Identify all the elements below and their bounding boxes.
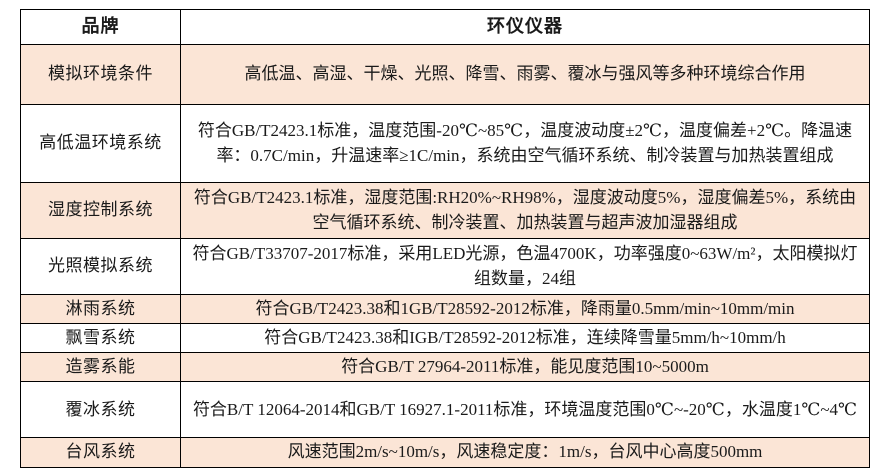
row-label-high-low-temperature-system: 高低温环境系统 [20, 104, 181, 183]
row-value-icing-system: 符合B/T 12064-2014和GB/T 16927.1-2011标准，环境温… [180, 381, 870, 439]
header-cell-company: 环仪仪器 [180, 9, 870, 45]
table-row: 湿度控制系统 符合GB/T2423.1标准，湿度范围:RH20%~RH98%，湿… [20, 182, 870, 239]
header-cell-brand: 品牌 [20, 9, 181, 45]
row-label-icing-system: 覆冰系统 [20, 381, 181, 439]
table-header-row: 品牌 环仪仪器 [20, 9, 870, 45]
table-row: 高低温环境系统 符合GB/T2423.1标准，温度范围-20℃~85℃，温度波动… [20, 104, 870, 183]
row-label-fog-system: 造雾系能 [20, 352, 181, 383]
row-label-simulated-environment-conditions: 模拟环境条件 [20, 44, 181, 105]
row-label-light-simulation-system: 光照模拟系统 [20, 238, 181, 295]
specification-table: 品牌 环仪仪器 模拟环境条件 高低温、高湿、干燥、光照、降雪、雨雾、覆冰与强风等… [20, 9, 870, 468]
table-row: 覆冰系统 符合B/T 12064-2014和GB/T 16927.1-2011标… [20, 381, 870, 439]
row-label-rain-system: 淋雨系统 [20, 293, 181, 325]
table-row: 淋雨系统 符合GB/T2423.38和1GB/T28592-2012标准，降雨量… [20, 293, 870, 325]
row-label-humidity-control-system: 湿度控制系统 [20, 182, 181, 239]
row-value-humidity-control-system: 符合GB/T2423.1标准，湿度范围:RH20%~RH98%，湿度波动度5%，… [180, 182, 870, 239]
row-label-typhoon-system: 台风系统 [20, 437, 181, 468]
table-body: 品牌 环仪仪器 模拟环境条件 高低温、高湿、干燥、光照、降雪、雨雾、覆冰与强风等… [20, 9, 870, 468]
row-value-light-simulation-system: 符合GB/T33707-2017标准，采用LED光源，色温4700K，功率强度0… [180, 238, 870, 295]
table-row: 造雾系能 符合GB/T 27964-2011标准，能见度范围10~5000m [20, 352, 870, 383]
row-value-simulated-environment-conditions: 高低温、高湿、干燥、光照、降雪、雨雾、覆冰与强风等多种环境综合作用 [180, 44, 870, 105]
table-row: 飘雪系统 符合GB/T2423.38和IGB/T28592-2012标准，连续降… [20, 323, 870, 354]
row-value-fog-system: 符合GB/T 27964-2011标准，能见度范围10~5000m [180, 352, 870, 383]
row-value-snow-system: 符合GB/T2423.38和IGB/T28592-2012标准，连续降雪量5mm… [180, 323, 870, 354]
row-value-rain-system: 符合GB/T2423.38和1GB/T28592-2012标准，降雨量0.5mm… [180, 293, 870, 325]
table-row: 台风系统 风速范围2m/s~10m/s，风速稳定度：1m/s，台风中心高度500… [20, 437, 870, 468]
row-value-high-low-temperature-system: 符合GB/T2423.1标准，温度范围-20℃~85℃，温度波动度±2℃，温度偏… [180, 104, 870, 183]
table-row: 模拟环境条件 高低温、高湿、干燥、光照、降雪、雨雾、覆冰与强风等多种环境综合作用 [20, 44, 870, 105]
row-label-snow-system: 飘雪系统 [20, 323, 181, 354]
specification-table-container: 品牌 环仪仪器 模拟环境条件 高低温、高湿、干燥、光照、降雪、雨雾、覆冰与强风等… [20, 9, 870, 468]
table-row: 光照模拟系统 符合GB/T33707-2017标准，采用LED光源，色温4700… [20, 238, 870, 295]
row-value-typhoon-system: 风速范围2m/s~10m/s，风速稳定度：1m/s，台风中心高度500mm [180, 437, 870, 468]
